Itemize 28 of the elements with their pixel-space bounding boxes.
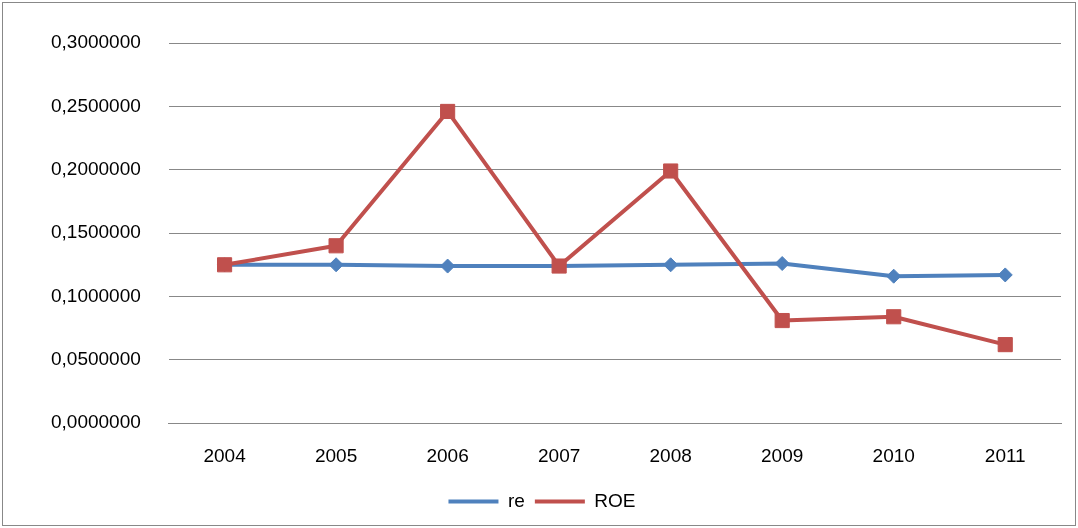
y-tick-label: 0,2500000 <box>50 94 141 116</box>
x-tick-label: 2007 <box>538 444 581 466</box>
legend-label: re <box>507 489 525 511</box>
x-tick-label: 2004 <box>203 444 247 466</box>
point <box>774 256 790 272</box>
x-tick-label: 2008 <box>649 444 692 466</box>
legend-label: ROE <box>594 489 636 511</box>
point <box>886 268 902 284</box>
point <box>886 309 902 325</box>
point <box>328 238 344 254</box>
point <box>328 257 344 273</box>
y-tick-label: 0,3000000 <box>50 31 141 53</box>
x-tick-label: 2011 <box>984 444 1026 466</box>
x-tick-label: 2005 <box>314 444 358 466</box>
point <box>997 337 1013 353</box>
point <box>663 257 679 273</box>
y-tick-label: 0,1500000 <box>50 221 141 243</box>
point <box>774 312 790 329</box>
x-tick-label: 2009 <box>761 444 804 466</box>
point <box>440 103 456 120</box>
x-tick-label: 2006 <box>426 444 469 466</box>
y-tick-label: 0,2000000 <box>50 157 141 179</box>
y-tick-label: 0,0500000 <box>50 348 141 370</box>
point <box>997 267 1013 283</box>
point <box>663 163 679 179</box>
y-tick-label: 0,1000000 <box>50 284 141 306</box>
x-tick-label: 2010 <box>872 444 915 466</box>
y-tick-label: 0,0000000 <box>50 411 141 433</box>
